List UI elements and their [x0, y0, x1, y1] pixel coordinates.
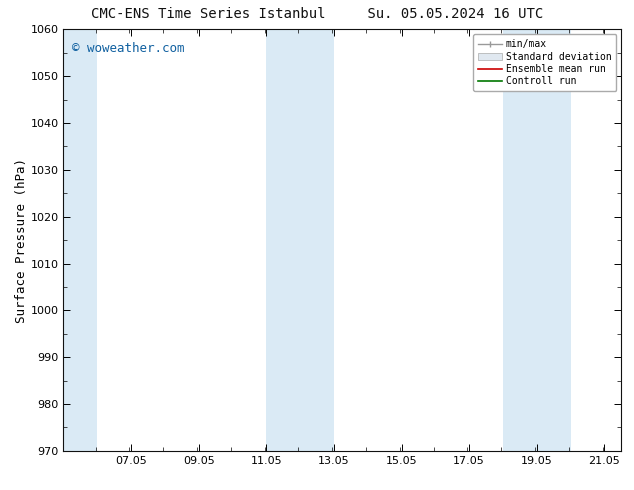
- Text: © woweather.com: © woweather.com: [72, 42, 184, 55]
- Bar: [63, 29, 97, 451]
- Y-axis label: Surface Pressure (hPa): Surface Pressure (hPa): [15, 158, 28, 322]
- Text: CMC-ENS Time Series Istanbul     Su. 05.05.2024 16 UTC: CMC-ENS Time Series Istanbul Su. 05.05.2…: [91, 7, 543, 22]
- Bar: [503, 29, 571, 451]
- Legend: min/max, Standard deviation, Ensemble mean run, Controll run: min/max, Standard deviation, Ensemble me…: [473, 34, 616, 91]
- Bar: [266, 29, 334, 451]
